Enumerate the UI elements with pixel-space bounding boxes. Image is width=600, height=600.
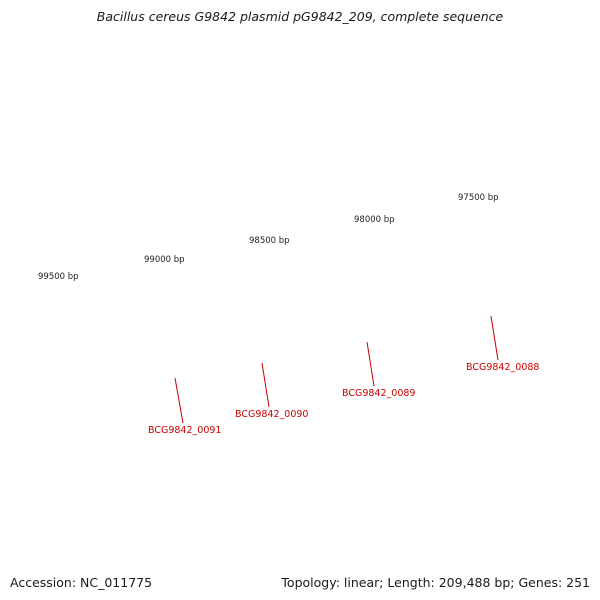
leader-line-0 bbox=[174, 377, 184, 424]
leader-line-3 bbox=[490, 315, 499, 361]
gene-label-bcg9842-0091[interactable]: BCG9842_0091 bbox=[148, 425, 221, 436]
ruler-label-99000: 99000 bp bbox=[144, 255, 185, 265]
ruler-label-99500: 99500 bp bbox=[38, 272, 79, 282]
gene-label-bcg9842-0088[interactable]: BCG9842_0088 bbox=[466, 362, 539, 373]
topology-summary: Topology: linear; Length: 209,488 bp; Ge… bbox=[281, 575, 590, 590]
gene-label-bcg9842-0089[interactable]: BCG9842_0089 bbox=[342, 388, 415, 399]
ruler-label-98500: 98500 bp bbox=[249, 236, 290, 246]
gene-label-bcg9842-0090[interactable]: BCG9842_0090 bbox=[235, 409, 308, 420]
map-title: Bacillus cereus G9842 plasmid pG9842_209… bbox=[96, 9, 504, 24]
ruler-label-97500: 97500 bp bbox=[458, 193, 499, 203]
label-leaders bbox=[174, 315, 499, 424]
accession-text: Accession: NC_011775 bbox=[10, 575, 153, 590]
leader-line-1 bbox=[261, 362, 270, 408]
leader-line-2 bbox=[366, 341, 375, 387]
ruler-label-98000: 98000 bp bbox=[354, 215, 395, 225]
